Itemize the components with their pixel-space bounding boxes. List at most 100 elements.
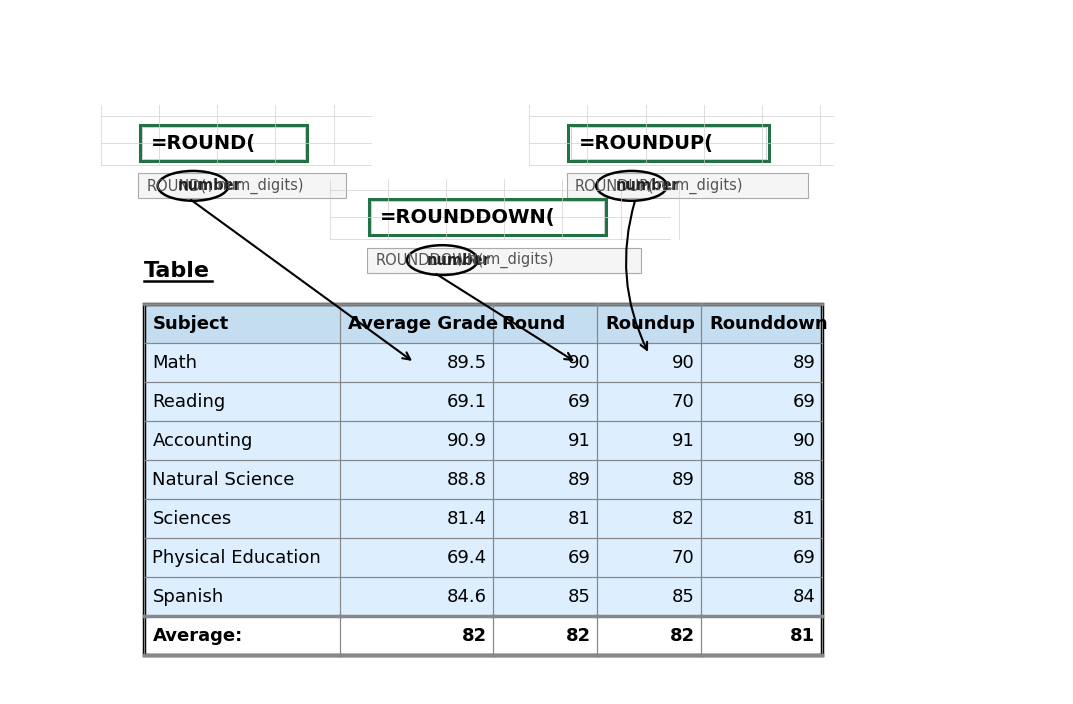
Text: 89: 89 — [672, 471, 694, 489]
Text: Rounddown: Rounddown — [709, 315, 828, 332]
Text: 90: 90 — [672, 353, 694, 372]
Bar — [494, 499, 598, 538]
Bar — [702, 382, 822, 421]
Text: 69: 69 — [792, 548, 815, 567]
FancyBboxPatch shape — [567, 173, 808, 199]
Text: Natural Science: Natural Science — [152, 471, 295, 489]
FancyBboxPatch shape — [571, 127, 766, 159]
Bar — [702, 421, 822, 460]
Bar — [598, 577, 702, 616]
Bar — [144, 343, 339, 382]
Bar — [598, 382, 702, 421]
Bar — [598, 304, 702, 343]
Text: Spanish: Spanish — [152, 588, 223, 605]
Bar — [494, 421, 598, 460]
Bar — [339, 382, 494, 421]
Text: 81: 81 — [790, 627, 815, 645]
Text: 90: 90 — [793, 432, 815, 450]
Bar — [339, 538, 494, 577]
FancyBboxPatch shape — [143, 127, 305, 159]
Bar — [339, 304, 494, 343]
Text: 82: 82 — [672, 510, 694, 528]
Bar — [702, 577, 822, 616]
Bar — [144, 304, 822, 655]
Bar — [144, 460, 339, 499]
Text: 70: 70 — [672, 393, 694, 410]
Bar — [598, 538, 702, 577]
FancyBboxPatch shape — [138, 173, 347, 199]
Text: Average Grade: Average Grade — [348, 315, 498, 332]
Bar — [144, 577, 339, 616]
Text: 88.8: 88.8 — [446, 471, 487, 489]
Text: 90.9: 90.9 — [446, 432, 487, 450]
Text: 69: 69 — [568, 548, 590, 567]
Text: Subject: Subject — [152, 315, 229, 332]
Bar — [144, 499, 339, 538]
Text: ROUND(: ROUND( — [147, 178, 207, 194]
Text: 82: 82 — [670, 627, 694, 645]
Bar — [339, 577, 494, 616]
Bar — [494, 382, 598, 421]
Text: 81: 81 — [793, 510, 815, 528]
Bar — [598, 421, 702, 460]
Text: 81: 81 — [568, 510, 590, 528]
Text: Accounting: Accounting — [152, 432, 253, 450]
Bar — [598, 460, 702, 499]
Bar — [702, 460, 822, 499]
Text: 69.1: 69.1 — [446, 393, 487, 410]
Text: Sciences: Sciences — [152, 510, 232, 528]
Text: 89: 89 — [568, 471, 590, 489]
Text: =ROUNDDOWN(: =ROUNDDOWN( — [380, 208, 555, 227]
Bar — [598, 616, 702, 655]
Bar — [598, 343, 702, 382]
Text: 84: 84 — [792, 588, 815, 605]
Text: 84.6: 84.6 — [446, 588, 487, 605]
Bar — [144, 421, 339, 460]
Text: Reading: Reading — [152, 393, 225, 410]
Text: 82: 82 — [461, 627, 487, 645]
Text: 81.4: 81.4 — [446, 510, 487, 528]
Text: 70: 70 — [672, 548, 694, 567]
Text: 91: 91 — [568, 432, 590, 450]
Text: 85: 85 — [568, 588, 590, 605]
Text: Physical Education: Physical Education — [152, 548, 321, 567]
Bar — [144, 538, 339, 577]
Text: , num_digits): , num_digits) — [647, 177, 743, 194]
Text: 69.4: 69.4 — [446, 548, 487, 567]
FancyBboxPatch shape — [371, 201, 604, 234]
Text: Roundup: Roundup — [605, 315, 695, 332]
Bar — [339, 616, 494, 655]
Bar — [702, 343, 822, 382]
Bar — [598, 499, 702, 538]
Bar — [702, 499, 822, 538]
Bar — [494, 616, 598, 655]
Text: , num_digits): , num_digits) — [458, 252, 554, 268]
Text: Average:: Average: — [152, 627, 242, 645]
Text: Round: Round — [502, 315, 565, 332]
Bar — [494, 343, 598, 382]
FancyBboxPatch shape — [367, 248, 642, 272]
Text: , num_digits): , num_digits) — [208, 177, 304, 194]
Bar — [339, 499, 494, 538]
Text: 89.5: 89.5 — [446, 353, 487, 372]
Text: number: number — [427, 253, 490, 268]
Text: 90: 90 — [568, 353, 590, 372]
Text: 85: 85 — [672, 588, 694, 605]
Bar — [144, 382, 339, 421]
Bar — [494, 577, 598, 616]
Text: Table: Table — [144, 260, 210, 281]
Text: number: number — [177, 178, 241, 194]
Bar — [494, 304, 598, 343]
Bar — [702, 304, 822, 343]
Text: =ROUND(: =ROUND( — [150, 134, 255, 153]
Text: Math: Math — [152, 353, 197, 372]
Text: 69: 69 — [792, 393, 815, 410]
Bar — [702, 538, 822, 577]
Bar — [339, 460, 494, 499]
Bar — [494, 460, 598, 499]
Text: number: number — [616, 178, 680, 194]
Text: ROUNDUP(: ROUNDUP( — [575, 178, 655, 194]
Text: ROUNDDOWN(: ROUNDDOWN( — [376, 253, 484, 268]
Text: 91: 91 — [672, 432, 694, 450]
Text: 89: 89 — [792, 353, 815, 372]
